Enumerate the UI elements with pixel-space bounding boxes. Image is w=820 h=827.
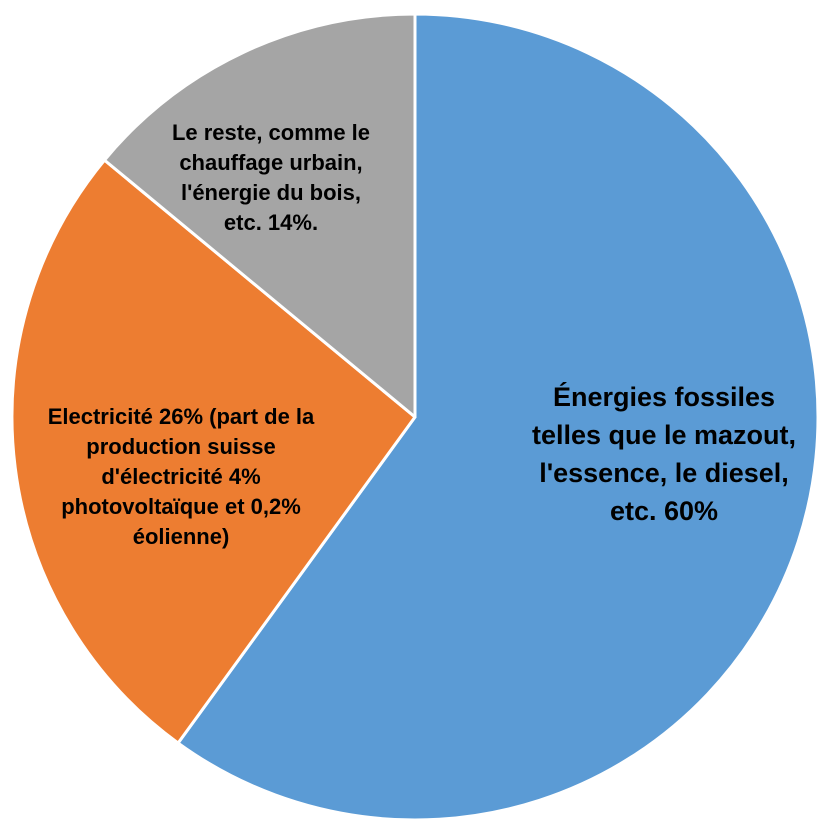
pie-slice-fossil-energy: [176, 12, 820, 822]
slice-label-line: Énergies fossiles: [553, 381, 775, 412]
slice-label-line: etc. 14%.: [224, 210, 318, 235]
slice-label-line: photovoltaïque et 0,2%: [61, 494, 301, 519]
slice-label-line: Le reste, comme le: [172, 120, 370, 145]
slice-label-line: chauffage urbain,: [179, 150, 362, 175]
slice-label-line: d'électricité 4%: [101, 464, 260, 489]
slice-label-line: l'énergie du bois,: [181, 180, 361, 205]
slice-label-line: telles que le mazout,: [532, 420, 796, 450]
slice-label-fossil-energy: Énergies fossiles telles que le mazout, l'…: [532, 381, 796, 526]
slice-label-line: Electricité 26% (part de la: [48, 404, 315, 429]
slice-label-line: production suisse: [86, 434, 275, 459]
slice-label-other: Le reste, comme le chauffage urbain, l'éne…: [172, 120, 370, 235]
slice-label-line: etc. 60%: [610, 496, 718, 526]
slice-label-line: éolienne): [133, 524, 230, 549]
slice-label-electricity: Electricité 26% (part de la production su…: [48, 404, 315, 549]
pie-slice-electricity: [10, 158, 417, 745]
slice-label-line: l'essence, le diesel,: [539, 458, 789, 488]
pie-slice-other: [102, 12, 417, 419]
